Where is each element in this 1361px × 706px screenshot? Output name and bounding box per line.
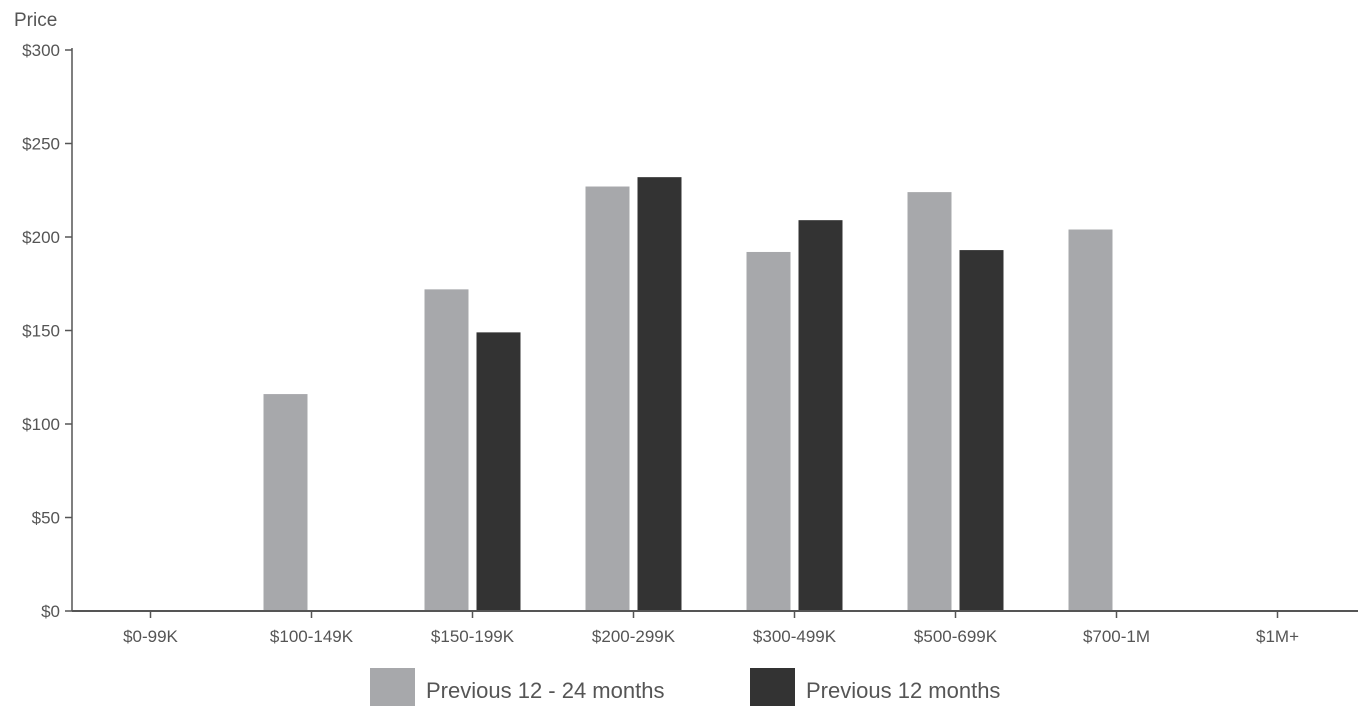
y-tick-label: $50 bbox=[32, 509, 60, 528]
x-tick-label: $100-149K bbox=[270, 627, 354, 646]
legend: Previous 12 - 24 months Previous 12 month… bbox=[370, 668, 1000, 706]
bar bbox=[263, 394, 308, 611]
x-tick-label: $700-1M bbox=[1083, 627, 1150, 646]
bar bbox=[637, 177, 682, 611]
y-axis: $0 $50 $100 $150 $200 $250 $300 bbox=[22, 41, 73, 621]
x-tick-label: $150-199K bbox=[431, 627, 515, 646]
bar bbox=[585, 186, 630, 611]
bar bbox=[1068, 229, 1113, 611]
x-tick-label: $200-299K bbox=[592, 627, 676, 646]
bar bbox=[959, 250, 1004, 611]
y-tick-label: $100 bbox=[22, 415, 60, 434]
x-tick-label: $500-699K bbox=[914, 627, 998, 646]
x-tick-label: $0-99K bbox=[123, 627, 178, 646]
legend-label: Previous 12 - 24 months bbox=[426, 678, 664, 703]
bar bbox=[798, 220, 843, 612]
legend-swatch bbox=[750, 668, 795, 706]
y-tick-label: $150 bbox=[22, 322, 60, 341]
y-axis-title: Price bbox=[14, 10, 57, 31]
bar bbox=[424, 289, 469, 611]
bar bbox=[476, 332, 521, 611]
x-tick-label: $1M+ bbox=[1256, 627, 1299, 646]
bar bbox=[907, 192, 952, 611]
bars bbox=[263, 177, 1113, 612]
x-tick-label: $300-499K bbox=[753, 627, 837, 646]
y-tick-label: $0 bbox=[41, 602, 60, 621]
x-axis: $0-99K $100-149K $150-199K $200-299K $300-49… bbox=[72, 610, 1358, 646]
bar bbox=[746, 251, 791, 611]
legend-label: Previous 12 months bbox=[806, 678, 1000, 703]
legend-swatch bbox=[370, 668, 415, 706]
y-tick-label: $200 bbox=[22, 228, 60, 247]
y-tick-label: $300 bbox=[22, 41, 60, 60]
y-tick-label: $250 bbox=[22, 135, 60, 154]
